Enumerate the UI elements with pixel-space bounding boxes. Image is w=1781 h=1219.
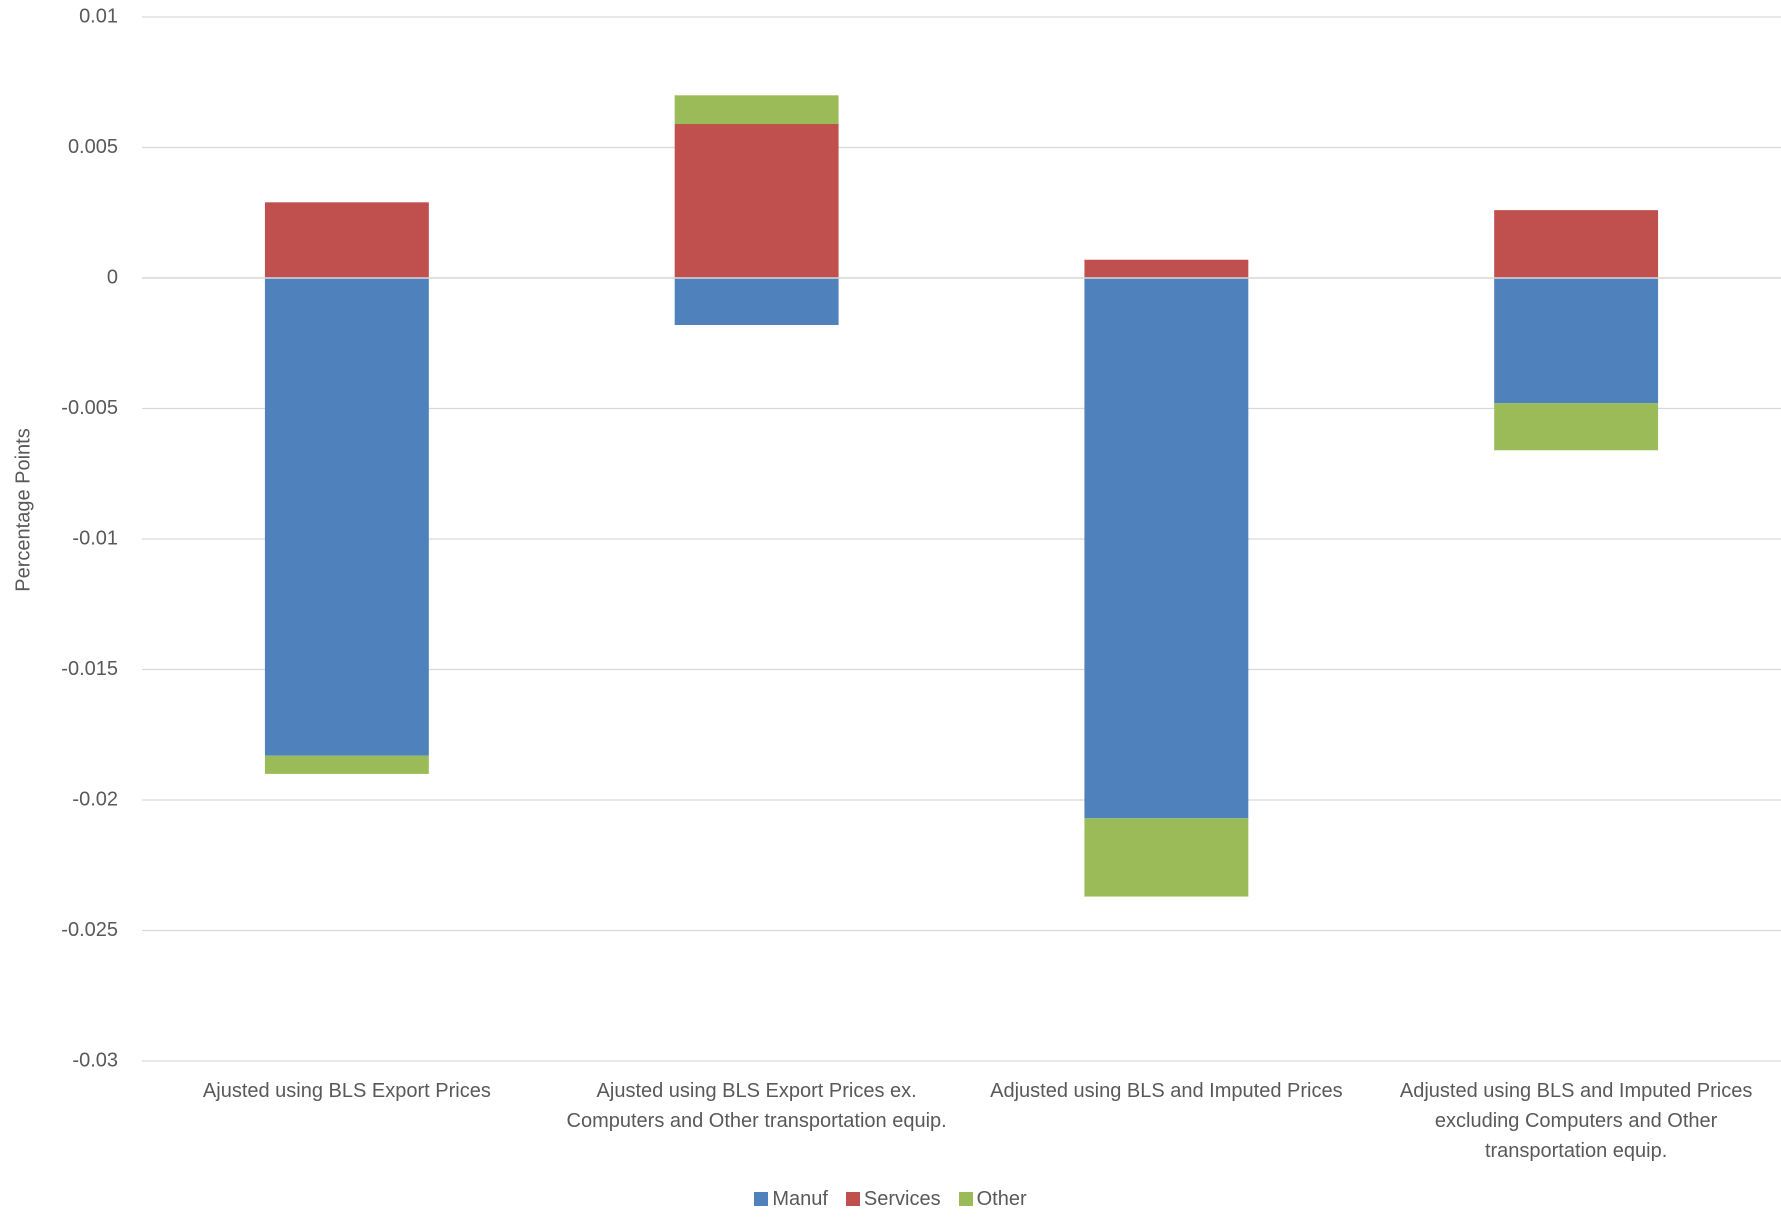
legend-label: Manuf [772, 1188, 828, 1210]
legend-label: Services [863, 1188, 941, 1210]
legend-item: Other [958, 1188, 1027, 1211]
legend-label: Other [976, 1188, 1027, 1210]
bar-segment [264, 278, 429, 756]
legend-item: Manuf [754, 1188, 828, 1211]
bar-segment [264, 755, 429, 774]
bar-segment [674, 124, 839, 278]
y-tick-label: 0 [107, 266, 118, 288]
bar-segment [674, 278, 839, 325]
x-tick-label: Adjusted using BLS and Imputed Prices [990, 1080, 1343, 1102]
bar-segment [1084, 278, 1249, 819]
bar-segment [1494, 278, 1659, 404]
legend-swatch [845, 1192, 860, 1206]
bar-segment [264, 202, 429, 278]
y-tick-label: -0.025 [61, 919, 118, 941]
bar-segment [1084, 259, 1249, 278]
legend-swatch [754, 1192, 769, 1206]
x-tick-label: Adjusted using BLS and Imputed Prices ex… [1399, 1080, 1753, 1162]
x-tick-label: Ajusted using BLS Export Prices ex. Comp… [566, 1080, 947, 1132]
bar-segment [1494, 403, 1659, 451]
y-tick-label: -0.015 [61, 658, 118, 680]
bar-segment [674, 95, 839, 125]
bar-segment [1084, 818, 1249, 897]
y-axis-label: Percentage Points [12, 428, 34, 591]
x-tick-label: Ajusted using BLS Export Prices [202, 1080, 491, 1102]
y-tick-label: -0.005 [61, 397, 118, 419]
bar-segment [1494, 210, 1659, 278]
y-tick-label: 0.005 [68, 136, 118, 158]
y-tick-label: -0.02 [72, 788, 118, 810]
legend-item: Services [845, 1188, 941, 1211]
y-tick-label: -0.03 [72, 1049, 118, 1071]
y-tick-label: 0.01 [79, 5, 118, 27]
legend-swatch [958, 1192, 973, 1206]
legend: Manuf Services Other [0, 1188, 1781, 1211]
y-tick-label: -0.01 [72, 527, 118, 549]
